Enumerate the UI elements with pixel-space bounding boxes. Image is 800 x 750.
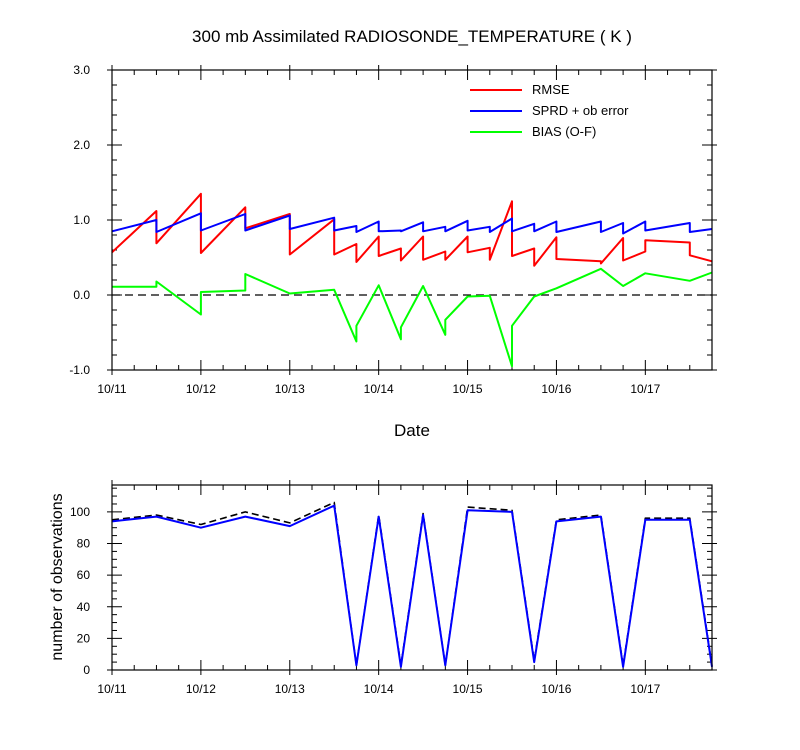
bottom-y-tick-label: 0 xyxy=(83,663,90,677)
legend: RMSE SPRD + ob error BIAS (O-F) xyxy=(470,82,629,139)
top-series-group xyxy=(111,192,713,368)
top-plot-frame xyxy=(111,69,713,371)
bottom-y-tick-label: 40 xyxy=(77,600,91,614)
chart-title: 300 mb Assimilated RADIOSONDE_TEMPERATUR… xyxy=(192,27,632,46)
top-axis-ticks: 10/11 10/12 10/13 10/14 10/15 10/16 10/17 -1.0 0… xyxy=(69,63,717,396)
bottom-y-tick-label: 100 xyxy=(70,505,90,519)
top-x-tick-label: 10/12 xyxy=(186,382,216,396)
top-y-tick-label: 3.0 xyxy=(73,63,90,77)
series-line-rmse xyxy=(111,192,713,267)
bottom-x-tick-label: 10/14 xyxy=(364,682,394,696)
bottom-axis-ticks: 10/11 10/12 10/13 10/14 10/15 10/16 10/17 0 20 40… xyxy=(70,480,717,696)
bottom-chart: 10/11 10/12 10/13 10/14 10/15 10/16 10/17 0 20 40… xyxy=(49,480,717,696)
legend-label: SPRD + ob error xyxy=(532,103,629,118)
bottom-x-tick-label: 10/16 xyxy=(541,682,571,696)
top-x-tick-label: 10/16 xyxy=(541,382,571,396)
top-chart: 300 mb Assimilated RADIOSONDE_TEMPERATUR… xyxy=(69,27,717,440)
bottom-x-tick-label: 10/11 xyxy=(97,682,126,696)
top-x-tick-label: 10/14 xyxy=(364,382,394,396)
top-x-tick-label: 10/11 xyxy=(97,382,126,396)
top-x-tick-label: 10/15 xyxy=(453,382,483,396)
series-line-bias-o-f xyxy=(112,267,713,368)
bottom-y-tick-label: 20 xyxy=(77,631,91,645)
x-axis-label: Date xyxy=(394,421,430,440)
bottom-series-group xyxy=(111,501,713,668)
bottom-x-tick-label: 10/12 xyxy=(186,682,216,696)
y-axis-label: number of observations xyxy=(49,493,66,660)
top-x-tick-label: 10/17 xyxy=(630,382,660,396)
series-line-sprd-ob-error xyxy=(111,212,713,235)
legend-label: RMSE xyxy=(532,82,570,97)
top-y-tick-label: -1.0 xyxy=(69,363,90,377)
top-y-tick-label: 2.0 xyxy=(73,138,90,152)
bottom-x-tick-label: 10/15 xyxy=(453,682,483,696)
bottom-plot-frame xyxy=(111,484,713,671)
bottom-x-tick-label: 10/13 xyxy=(275,682,305,696)
bottom-y-tick-label: 60 xyxy=(77,568,91,582)
legend-label: BIAS (O-F) xyxy=(532,124,596,139)
top-y-tick-label: 1.0 xyxy=(73,213,90,227)
bottom-y-tick-label: 80 xyxy=(77,537,91,551)
top-x-tick-label: 10/13 xyxy=(275,382,305,396)
top-y-tick-label: 0.0 xyxy=(73,288,90,302)
series-line-assimilated xyxy=(111,504,713,668)
bottom-x-tick-label: 10/17 xyxy=(630,682,660,696)
